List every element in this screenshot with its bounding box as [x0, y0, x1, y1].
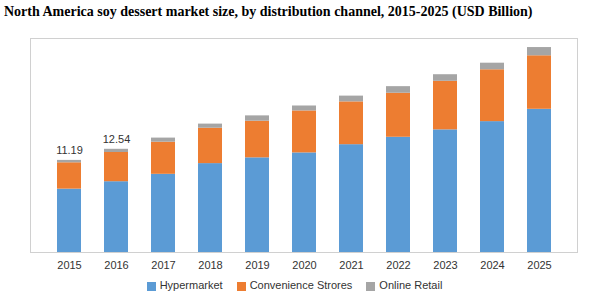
svg-text:2025: 2025 — [527, 259, 551, 271]
svg-text:2019: 2019 — [245, 259, 269, 271]
svg-text:2021: 2021 — [339, 259, 363, 271]
svg-text:2022: 2022 — [386, 259, 410, 271]
svg-text:12.54: 12.54 — [103, 133, 131, 145]
svg-text:2017: 2017 — [151, 259, 175, 271]
html-text:North America soy dessert mark: North America soy dessert market size, b… — [4, 4, 533, 19]
svg-text:11.19: 11.19 — [56, 144, 83, 156]
svg-text:2024: 2024 — [480, 259, 504, 271]
html-text:Online Retail: Online Retail — [379, 279, 443, 291]
svg-text:2018: 2018 — [198, 259, 222, 271]
svg-text:2023: 2023 — [433, 259, 457, 271]
html-text:Convenience Strores: Convenience Strores — [249, 279, 353, 291]
svg-text:2015: 2015 — [57, 259, 81, 271]
svg-text:2020: 2020 — [292, 259, 316, 271]
svg-text:2016: 2016 — [104, 259, 128, 271]
html-text:Hypermarket: Hypermarket — [159, 279, 223, 291]
